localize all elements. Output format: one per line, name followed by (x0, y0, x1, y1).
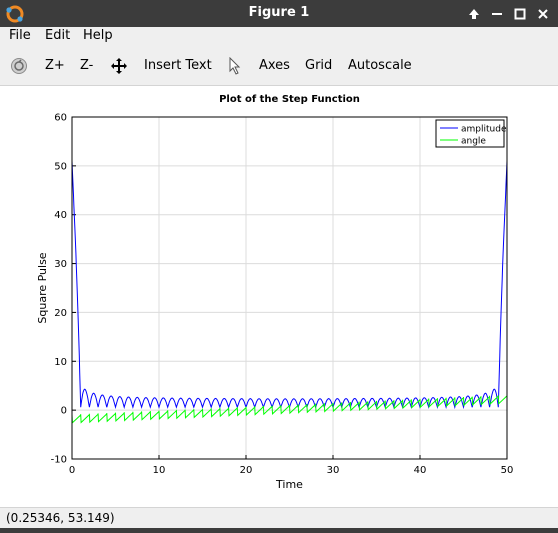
axes-box (71, 116, 508, 460)
window-bottom-edge (0, 528, 558, 533)
y-tick-label: 20 (54, 308, 67, 319)
legend-label-amplitude: amplitude (461, 125, 507, 135)
maximize-button[interactable] (512, 6, 528, 22)
figure-canvas[interactable]: Plot of the Step Function 0 10 20 30 40 50 -10… (0, 86, 558, 507)
y-tick-label: -10 (51, 455, 67, 466)
toolbar: Z+ Z- Insert Text Axes Grid Autoscale (0, 47, 558, 86)
window-title: Figure 1 (248, 5, 310, 20)
series-angle-line (71, 395, 508, 424)
status-bar: (0.25346, 53.149) (0, 507, 558, 528)
grid-button[interactable]: Grid (305, 58, 333, 73)
x-tick-label: 10 (153, 465, 166, 476)
pan-icon[interactable] (110, 57, 128, 79)
rotate-icon[interactable] (10, 57, 28, 79)
minimize-button[interactable] (489, 6, 505, 22)
pointer-icon[interactable] (228, 56, 242, 79)
y-tick-label: 0 (61, 406, 67, 417)
x-axis-label: Time (275, 478, 303, 491)
x-tick-label: 50 (501, 465, 514, 476)
x-tick-label: 0 (69, 465, 75, 476)
menu-bar: File Edit Help (0, 27, 558, 47)
keep-above-button[interactable] (466, 6, 482, 22)
legend-box (435, 119, 505, 148)
title-bar: Figure 1 (0, 0, 558, 27)
zoom-out-button[interactable]: Z- (80, 58, 94, 73)
chart-title: Plot of the Step Function (219, 94, 360, 105)
close-button[interactable] (535, 6, 551, 22)
y-tick-label: 60 (54, 113, 67, 124)
octave-app-icon (5, 4, 25, 24)
y-tick-label: 40 (54, 210, 67, 221)
x-tick-label: 20 (240, 465, 253, 476)
cursor-coordinates: (0.25346, 53.149) (6, 511, 115, 525)
menu-edit[interactable]: Edit (45, 28, 71, 43)
menu-help[interactable]: Help (83, 28, 113, 43)
insert-text-button[interactable]: Insert Text (144, 58, 212, 73)
y-tick-label: 50 (54, 161, 67, 172)
x-tick-label: 40 (414, 465, 427, 476)
x-tick-label: 30 (327, 465, 340, 476)
y-tick-label: 30 (54, 259, 67, 270)
zoom-in-button[interactable]: Z+ (45, 58, 65, 73)
autoscale-button[interactable]: Autoscale (348, 58, 412, 73)
axes-button[interactable]: Axes (259, 58, 290, 73)
menu-file[interactable]: File (9, 28, 31, 43)
y-axis-label: Square Pulse (36, 252, 49, 323)
y-tick-label: 10 (54, 357, 67, 368)
legend-label-angle: angle (461, 137, 486, 147)
